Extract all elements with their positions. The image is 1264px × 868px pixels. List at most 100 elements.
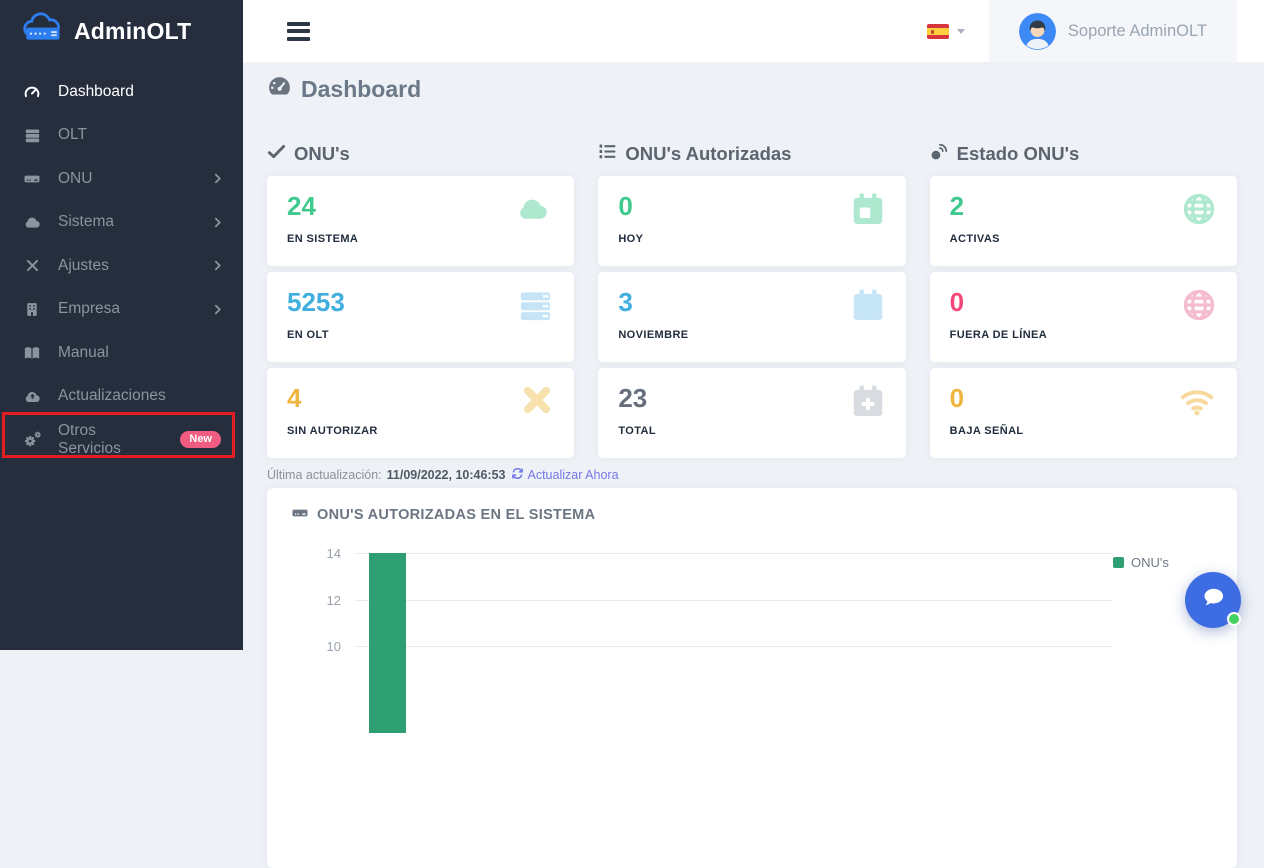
- last-update-datetime: 11/09/2022, 10:46:53: [387, 468, 506, 482]
- cloud-upload-icon: [21, 387, 43, 406]
- topbar: Soporte AdminOLT: [243, 0, 1264, 63]
- legend-swatch: [1113, 557, 1124, 568]
- server-stack-icon: [517, 287, 554, 324]
- check-icon: [267, 142, 286, 166]
- chat-widget-button[interactable]: [1185, 572, 1241, 628]
- chevron-right-icon: [214, 173, 221, 184]
- sidebar-item-label: ONU: [58, 170, 92, 188]
- book-icon: [21, 344, 43, 362]
- refresh-now-link[interactable]: Actualizar Ahora: [511, 467, 619, 483]
- onu-device-icon: [291, 504, 309, 526]
- sidebar-item-actualizaciones[interactable]: Actualizaciones: [0, 375, 243, 419]
- stat-card-noviembre: 3 NOVIEMBRE: [598, 272, 905, 362]
- sidebar-item-sistema[interactable]: Sistema: [0, 201, 243, 245]
- chart-card: ONU'S AUTORIZADAS EN EL SISTEMA 14 12 10: [267, 488, 1237, 868]
- chevron-right-icon: [214, 217, 221, 228]
- calendar-plus-icon: [850, 383, 886, 419]
- gauge-icon: [21, 83, 43, 101]
- chevron-right-icon: [214, 304, 221, 315]
- stat-label: SIN AUTORIZAR: [287, 425, 554, 437]
- bar-chart: 14 12 10 ONU's: [291, 553, 1213, 733]
- gears-icon: [21, 430, 43, 449]
- stat-label: BAJA SEÑAL: [950, 425, 1217, 437]
- sidebar-item-empresa[interactable]: Empresa: [0, 288, 243, 332]
- sidebar-nav: Dashboard OLT ONU: [0, 63, 243, 462]
- stat-card-baja-senal: 0 BAJA SEÑAL: [930, 368, 1237, 458]
- stat-label: ACTIVAS: [950, 233, 1217, 245]
- app-logo[interactable]: AdminOLT: [0, 0, 243, 63]
- avatar: [1019, 13, 1056, 50]
- caret-down-icon: [957, 29, 965, 34]
- stat-card-activas: 2 ACTIVAS: [930, 176, 1237, 266]
- stat-card-en-olt: 5253 EN OLT: [267, 272, 574, 362]
- cloud-icon: [21, 213, 43, 232]
- column-autorizadas: ONU's Autorizadas 0 HOY 3 NOVIEMBRE: [598, 143, 905, 464]
- sidebar-item-label: Manual: [58, 344, 109, 362]
- sidebar-item-label: OLT: [58, 126, 87, 144]
- sidebar: AdminOLT Dashboard OLT: [0, 0, 243, 650]
- onu-device-icon: [21, 170, 43, 188]
- sidebar-item-onu[interactable]: ONU: [0, 157, 243, 201]
- column-estado: Estado ONU's 2 ACTIVAS 0 FUERA DE LÍNEA: [930, 143, 1237, 464]
- chart-title: ONU'S AUTORIZADAS EN EL SISTEMA: [291, 506, 1213, 523]
- chevron-right-icon: [214, 260, 221, 271]
- y-axis-tick: 10: [291, 639, 341, 654]
- y-axis-tick: 12: [291, 593, 341, 608]
- x-icon: [520, 383, 554, 417]
- last-update-prefix: Última actualización:: [267, 468, 382, 482]
- stat-card-hoy: 0 HOY: [598, 176, 905, 266]
- chart-plot-area: 14 12 10: [291, 553, 1113, 733]
- stat-value: 0: [618, 192, 885, 221]
- new-badge: New: [180, 431, 221, 448]
- stat-card-sin-autorizar: 4 SIN AUTORIZAR: [267, 368, 574, 458]
- sidebar-item-otros-servicios[interactable]: Otros Servicios New: [0, 418, 243, 462]
- section-header-onus: ONU's: [267, 143, 574, 165]
- list-ol-icon: [598, 142, 617, 166]
- sidebar-item-label: Sistema: [58, 213, 114, 231]
- stat-value: 5253: [287, 288, 554, 317]
- calendar-day-icon: [850, 191, 886, 227]
- bar-onus[interactable]: [369, 553, 406, 733]
- section-header-autorizadas: ONU's Autorizadas: [598, 143, 905, 165]
- sidebar-item-label: Otros Servicios: [58, 422, 157, 458]
- main-area: Soporte AdminOLT Dashboard ONU's: [243, 0, 1264, 868]
- section-header-estado: Estado ONU's: [930, 143, 1237, 165]
- gridline: [355, 646, 1113, 647]
- language-selector[interactable]: [903, 0, 989, 62]
- cloud-device-logo-icon: [18, 12, 66, 52]
- sidebar-item-label: Dashboard: [58, 83, 134, 101]
- sidebar-toggle-button[interactable]: [285, 12, 312, 50]
- sidebar-item-olt[interactable]: OLT: [0, 114, 243, 158]
- page-title: Dashboard: [267, 75, 1237, 103]
- satellite-dish-icon: [930, 142, 949, 166]
- topbar-right: Soporte AdminOLT: [903, 0, 1264, 62]
- user-name: Soporte AdminOLT: [1068, 22, 1207, 41]
- stats-grid: ONU's 24 EN SISTEMA 5253 EN OLT: [267, 143, 1237, 464]
- sidebar-item-manual[interactable]: Manual: [0, 331, 243, 375]
- stat-value: 0: [950, 288, 1217, 317]
- user-menu[interactable]: Soporte AdminOLT: [989, 0, 1237, 62]
- stat-value: 3: [618, 288, 885, 317]
- sidebar-item-ajustes[interactable]: Ajustes: [0, 244, 243, 288]
- app-title: AdminOLT: [74, 18, 191, 45]
- server-stack-icon: [21, 127, 43, 144]
- stat-label: EN SISTEMA: [287, 233, 554, 245]
- globe-icon: [1181, 191, 1217, 227]
- wifi-icon: [1177, 383, 1217, 419]
- gridline: [355, 600, 1113, 601]
- stat-value: 2: [950, 192, 1217, 221]
- stat-card-total: 23 TOTAL: [598, 368, 905, 458]
- tools-icon: [21, 257, 43, 274]
- globe-icon: [1181, 287, 1217, 323]
- stat-label: HOY: [618, 233, 885, 245]
- last-update-row: Última actualización: 11/09/2022, 10:46:…: [267, 467, 1237, 483]
- legend-label: ONU's: [1131, 555, 1169, 570]
- sidebar-item-dashboard[interactable]: Dashboard: [0, 70, 243, 114]
- gauge-icon: [267, 74, 292, 105]
- stat-value: 4: [287, 384, 554, 413]
- sidebar-item-label: Actualizaciones: [58, 387, 166, 405]
- stat-label: EN OLT: [287, 329, 554, 341]
- sidebar-item-label: Empresa: [58, 300, 120, 318]
- calendar-icon: [850, 287, 886, 323]
- stat-card-en-sistema: 24 EN SISTEMA: [267, 176, 574, 266]
